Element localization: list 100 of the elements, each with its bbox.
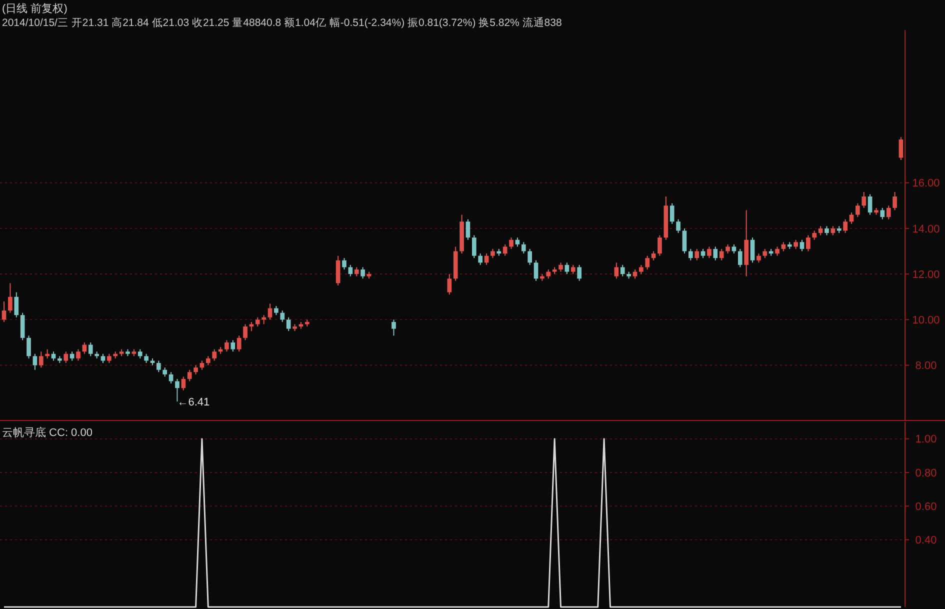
y-tick-label: 0.60	[915, 500, 937, 513]
y-tick-label: 12.00	[912, 268, 940, 281]
candlestick	[558, 262, 563, 272]
candlestick	[76, 348, 80, 362]
candlestick	[194, 364, 198, 375]
candlestick	[688, 248, 693, 261]
candlestick	[868, 194, 872, 216]
y-tick-label: 16.00	[912, 178, 940, 190]
candlestick	[88, 342, 93, 357]
candlestick	[645, 255, 650, 270]
candlestick	[639, 264, 644, 275]
candlestick	[658, 234, 662, 256]
candlestick	[187, 369, 192, 382]
candlestick	[781, 242, 786, 252]
candlestick	[651, 250, 656, 261]
candlestick	[794, 239, 798, 250]
candlestick	[732, 244, 736, 254]
y-tick-label: 10.00	[912, 314, 940, 326]
candlestick	[534, 260, 538, 282]
candlestick	[100, 353, 106, 364]
candlestick	[342, 258, 346, 270]
candlestick	[249, 321, 254, 332]
candlestick	[632, 268, 638, 280]
candlestick	[880, 207, 885, 220]
candlestick	[478, 253, 482, 266]
candlestick	[849, 212, 854, 224]
candlestick	[82, 342, 87, 354]
candlestick	[564, 262, 570, 275]
chart-title: (日线 前复权)	[2, 2, 68, 15]
candlestick	[546, 268, 551, 280]
candlestick	[181, 376, 186, 391]
candlestick	[856, 202, 860, 218]
candlestick	[466, 218, 470, 240]
candlestick	[515, 237, 520, 248]
candlestick	[392, 319, 396, 336]
candlestick	[614, 262, 619, 280]
y-tick-label: 8.00	[915, 360, 937, 372]
candlestick	[64, 351, 68, 364]
candlestick	[38, 351, 44, 368]
candlestick	[806, 234, 810, 252]
candlestick	[286, 316, 291, 332]
candlestick	[528, 248, 532, 266]
y-tick-label: 1.00	[915, 434, 937, 446]
candlestick	[280, 310, 285, 322]
candlestick	[138, 348, 142, 359]
candlestick	[750, 237, 755, 264]
candlestick	[800, 239, 804, 252]
candlestick	[700, 248, 706, 259]
candlestick	[676, 218, 680, 234]
candlestick	[255, 316, 260, 327]
candlestick	[521, 242, 526, 254]
candlestick	[236, 335, 242, 352]
candlestick	[577, 264, 582, 282]
candlestick	[224, 340, 229, 352]
candlestick	[156, 360, 161, 373]
y-tick-label: 14.00	[912, 223, 940, 236]
candlestick	[818, 226, 823, 236]
candlestick	[830, 226, 836, 236]
candlestick	[243, 324, 248, 341]
candlestick	[824, 226, 829, 236]
candlestick	[2, 300, 6, 322]
candlestick	[354, 266, 359, 277]
candlestick	[707, 246, 712, 259]
candlestick	[45, 348, 50, 359]
candlestick	[694, 248, 700, 261]
candlestick	[502, 244, 508, 256]
candlestick	[490, 248, 495, 259]
candlestick	[447, 274, 452, 296]
candlestick	[682, 228, 687, 254]
candlestick	[843, 218, 848, 234]
candlestick	[713, 246, 718, 261]
candlestick	[670, 202, 674, 224]
candlestick	[51, 351, 56, 362]
candlestick	[348, 264, 353, 277]
candlestick	[26, 335, 31, 359]
candlestick	[268, 303, 272, 320]
candlestick	[274, 305, 278, 316]
candlestick	[14, 292, 19, 318]
candlestick	[570, 264, 576, 275]
candlestick	[336, 255, 340, 286]
chart-subtitle: 2014/10/15/三 开21.31 高21.84 低21.03 收21.25 量48840.8 额1.04亿 幅-0.51(-2.34%) 振0.81(3.72%) 换5.82% 流通838	[2, 16, 562, 29]
candlestick	[719, 248, 724, 261]
candlestick	[8, 282, 12, 314]
candlestick	[144, 353, 148, 364]
candlestick	[812, 230, 817, 240]
candlestick	[775, 246, 780, 256]
candlestick	[886, 205, 891, 220]
candlestick	[738, 248, 742, 268]
candlestick	[360, 266, 365, 280]
candlestick	[726, 244, 730, 254]
candlestick	[32, 353, 38, 370]
candlestick	[756, 253, 761, 264]
candlestick	[230, 340, 236, 352]
candlestick	[762, 248, 768, 259]
annotation: ←6.41	[177, 396, 210, 409]
y-tick-label: 0.40	[915, 534, 937, 547]
candlestick	[162, 367, 168, 378]
y-tick-label: 0.80	[915, 467, 937, 480]
chart-title: 云帆寻底 CC: 0.00	[2, 426, 92, 439]
candlestick	[20, 312, 25, 341]
